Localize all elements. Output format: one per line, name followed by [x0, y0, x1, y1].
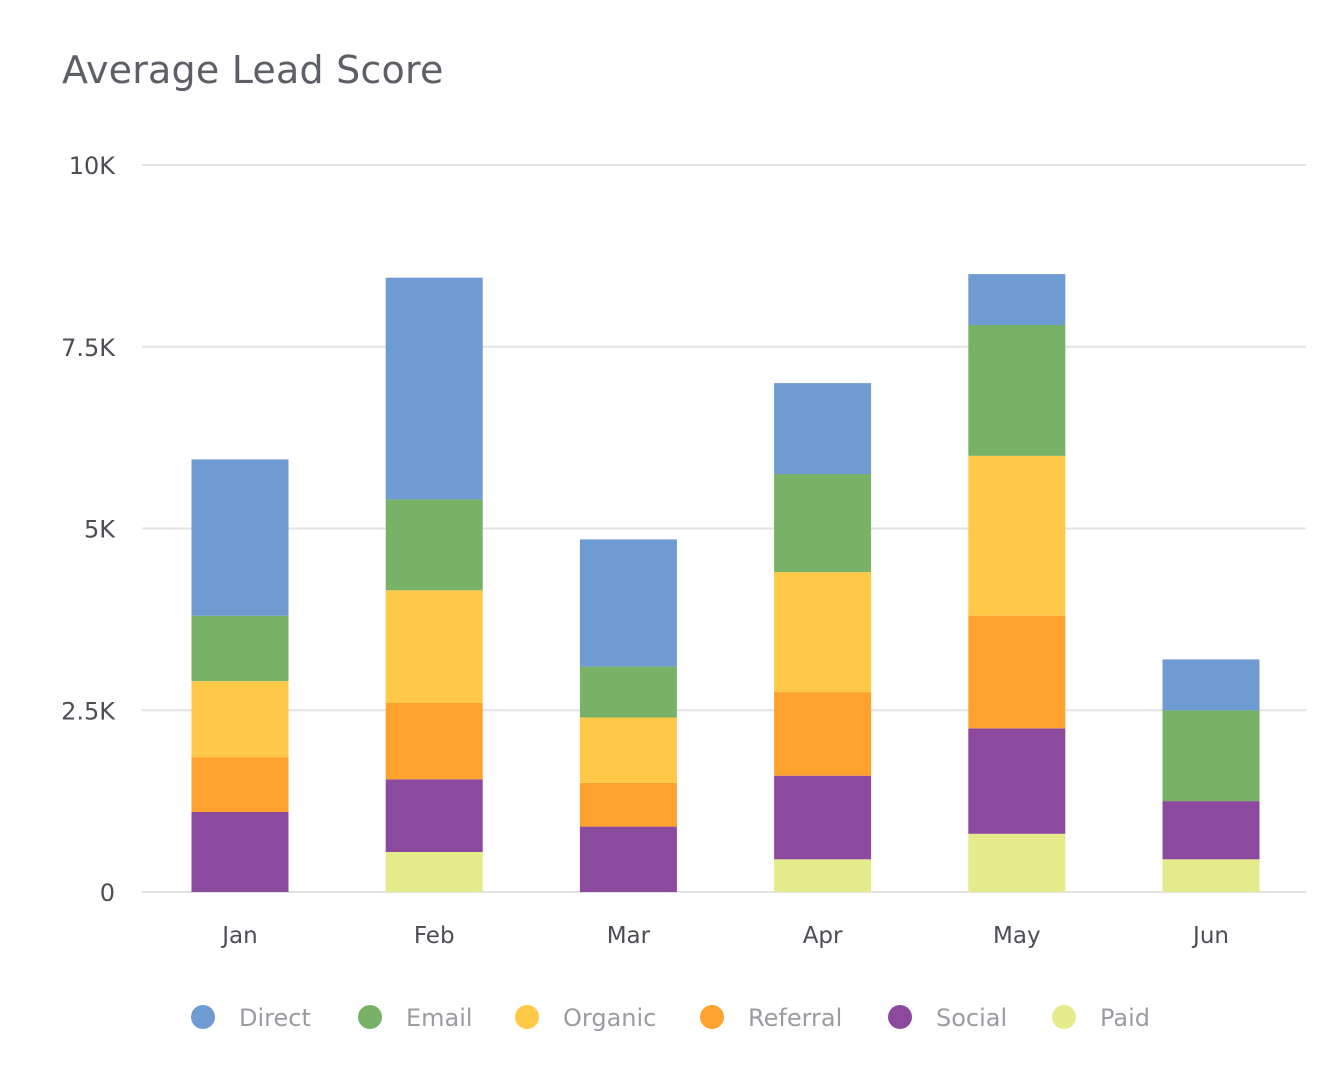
- x-tick-label-jun: Jun: [1191, 923, 1229, 949]
- bar-apr-referral[interactable]: [774, 692, 872, 776]
- legend-swatch-referral: [700, 1005, 724, 1029]
- legend-item-organic[interactable]: Organic: [515, 1004, 656, 1032]
- bar-may-social[interactable]: [968, 728, 1066, 834]
- y-tick-label-2-5k: 2.5K: [61, 697, 116, 725]
- bar-may-email[interactable]: [968, 324, 1066, 456]
- bar-feb-direct[interactable]: [385, 277, 483, 500]
- bar-jan-referral[interactable]: [191, 757, 289, 813]
- legend-swatch-paid: [1052, 1005, 1076, 1029]
- bar-jun-social[interactable]: [1162, 801, 1260, 860]
- bar-jun-email[interactable]: [1162, 710, 1260, 802]
- bar-jan-social[interactable]: [191, 812, 289, 892]
- legend-label-social: Social: [936, 1004, 1007, 1032]
- chart-title: Average Lead Score: [62, 48, 444, 92]
- x-tick-label-may: May: [993, 923, 1041, 949]
- legend-label-direct: Direct: [239, 1004, 311, 1032]
- bar-apr-organic[interactable]: [774, 572, 872, 693]
- bar-apr-direct[interactable]: [774, 383, 872, 474]
- legend-item-direct[interactable]: Direct: [191, 1004, 311, 1032]
- bar-jun-direct[interactable]: [1162, 659, 1260, 711]
- bar-feb-organic[interactable]: [385, 590, 483, 703]
- legend-swatch-email: [358, 1005, 382, 1029]
- bar-feb-social[interactable]: [385, 779, 483, 852]
- bar-apr-social[interactable]: [774, 775, 872, 860]
- legend-label-email: Email: [406, 1004, 473, 1032]
- legend-item-social[interactable]: Social: [888, 1004, 1007, 1032]
- y-tick-label-0: 0: [100, 879, 115, 907]
- bar-mar-email[interactable]: [579, 666, 677, 718]
- legend-swatch-direct: [191, 1005, 215, 1029]
- x-tick-label-jan: Jan: [220, 923, 257, 949]
- bar-may-referral[interactable]: [968, 615, 1066, 729]
- y-axis-tick-labels: 0 2.5K 5K 7.5K 10K: [61, 152, 116, 907]
- y-tick-label-7-5k: 7.5K: [61, 334, 116, 362]
- x-tick-label-mar: Mar: [607, 923, 651, 949]
- legend-label-paid: Paid: [1100, 1004, 1150, 1032]
- bar-may-direct[interactable]: [968, 274, 1066, 325]
- bar-feb-email[interactable]: [385, 499, 483, 591]
- bar-may-organic[interactable]: [968, 455, 1066, 616]
- bar-mar-direct[interactable]: [579, 539, 677, 667]
- legend-label-organic: Organic: [563, 1004, 656, 1032]
- y-tick-label-10k: 10K: [69, 152, 117, 180]
- bar-apr-email[interactable]: [774, 474, 872, 573]
- bar-mar-organic[interactable]: [579, 717, 677, 783]
- bar-feb-referral[interactable]: [385, 703, 483, 780]
- bar-feb-paid[interactable]: [385, 852, 483, 892]
- bar-jun-paid[interactable]: [1162, 859, 1260, 892]
- legend-item-referral[interactable]: Referral: [700, 1004, 842, 1032]
- legend-item-paid[interactable]: Paid: [1052, 1004, 1150, 1032]
- bar-jan-direct[interactable]: [191, 459, 289, 616]
- bar-jan-organic[interactable]: [191, 681, 289, 758]
- x-tick-label-apr: Apr: [803, 923, 843, 949]
- x-axis-category-labels: Jan Feb Mar Apr May Jun: [220, 923, 1229, 949]
- grid-lines: [142, 164, 1306, 893]
- x-tick-label-feb: Feb: [414, 923, 455, 949]
- legend: Direct Email Organic Referral Social Paid: [191, 1004, 1150, 1032]
- bar-may-paid[interactable]: [968, 833, 1066, 892]
- legend-item-email[interactable]: Email: [358, 1004, 473, 1032]
- legend-label-referral: Referral: [748, 1004, 842, 1032]
- legend-swatch-social: [888, 1005, 912, 1029]
- bars: [191, 274, 1260, 892]
- bar-mar-social[interactable]: [579, 826, 677, 892]
- bar-jan-email[interactable]: [191, 615, 289, 682]
- legend-swatch-organic: [515, 1005, 539, 1029]
- bar-apr-paid[interactable]: [774, 859, 872, 892]
- bar-mar-referral[interactable]: [579, 783, 677, 827]
- y-tick-label-5k: 5K: [84, 516, 116, 544]
